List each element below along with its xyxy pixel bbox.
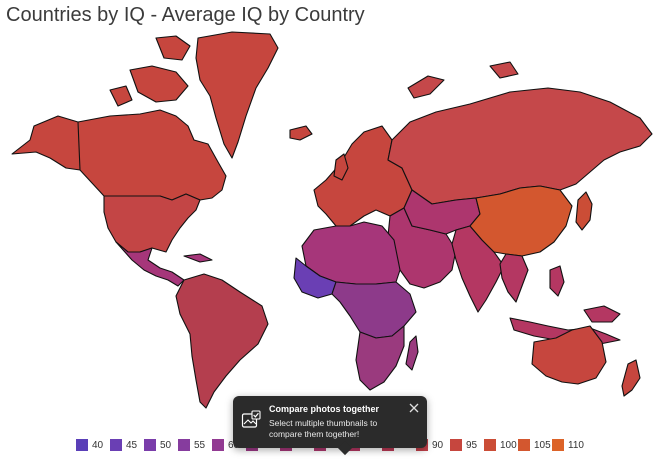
legend-item[interactable]: 45 [110, 437, 137, 453]
region-southern-africa[interactable] [355, 325, 405, 391]
legend-item[interactable]: 110 [552, 437, 584, 453]
region-uk[interactable] [333, 153, 349, 181]
region-canada[interactable] [75, 109, 227, 201]
legend-label: 45 [126, 439, 138, 451]
world-map [0, 30, 660, 430]
legend-swatch [144, 439, 156, 451]
region-philippines[interactable] [549, 265, 565, 297]
page-title: Countries by IQ - Average IQ by Country [6, 4, 365, 26]
region-russia[interactable] [387, 87, 653, 205]
toast-body: Select multiple thumbnails to compare th… [269, 418, 378, 439]
close-icon[interactable] [407, 401, 421, 415]
legend-swatch [212, 439, 224, 451]
region-arctic-islands[interactable] [109, 35, 191, 107]
region-alaska[interactable] [11, 115, 81, 171]
legend-item[interactable]: 50 [144, 437, 171, 453]
region-southeast-asia[interactable] [499, 253, 529, 303]
legend-item[interactable]: 100 [484, 437, 517, 453]
legend-swatch [178, 439, 190, 451]
region-south-america[interactable] [175, 273, 269, 409]
toast-title: Compare photos together [269, 404, 380, 414]
region-central-america[interactable] [115, 241, 185, 287]
legend-swatch [552, 439, 564, 451]
legend-swatch [518, 439, 530, 451]
region-iceland[interactable] [289, 125, 313, 141]
region-australia[interactable] [531, 325, 607, 385]
compare-photos-toast: Compare photos together Select multiple … [233, 396, 427, 456]
legend-item[interactable]: 95 [450, 437, 477, 453]
legend-label: 40 [92, 439, 104, 451]
legend-item[interactable]: 105 [518, 437, 551, 453]
legend-swatch [450, 439, 462, 451]
legend-item[interactable]: 40 [76, 437, 103, 453]
legend-swatch [484, 439, 496, 451]
region-usa[interactable] [103, 193, 201, 253]
legend-swatch [110, 439, 122, 451]
compare-photos-icon [241, 410, 261, 430]
legend-label: 105 [534, 439, 551, 451]
region-japan[interactable] [575, 191, 593, 231]
legend-item[interactable]: 55 [178, 437, 205, 453]
region-new-zealand[interactable] [621, 359, 641, 397]
legend-label: 100 [500, 439, 517, 451]
region-new-guinea[interactable] [583, 305, 621, 323]
region-china[interactable] [469, 185, 573, 257]
region-caribbean[interactable] [183, 253, 213, 263]
region-madagascar[interactable] [405, 335, 419, 371]
legend-label: 95 [466, 439, 478, 451]
legend-label: 55 [194, 439, 206, 451]
region-russia-islands[interactable] [407, 61, 519, 99]
legend-label: 90 [432, 439, 444, 451]
legend-label: 50 [160, 439, 172, 451]
legend-label: 110 [568, 439, 584, 451]
region-greenland[interactable] [195, 31, 279, 159]
legend-swatch [76, 439, 88, 451]
